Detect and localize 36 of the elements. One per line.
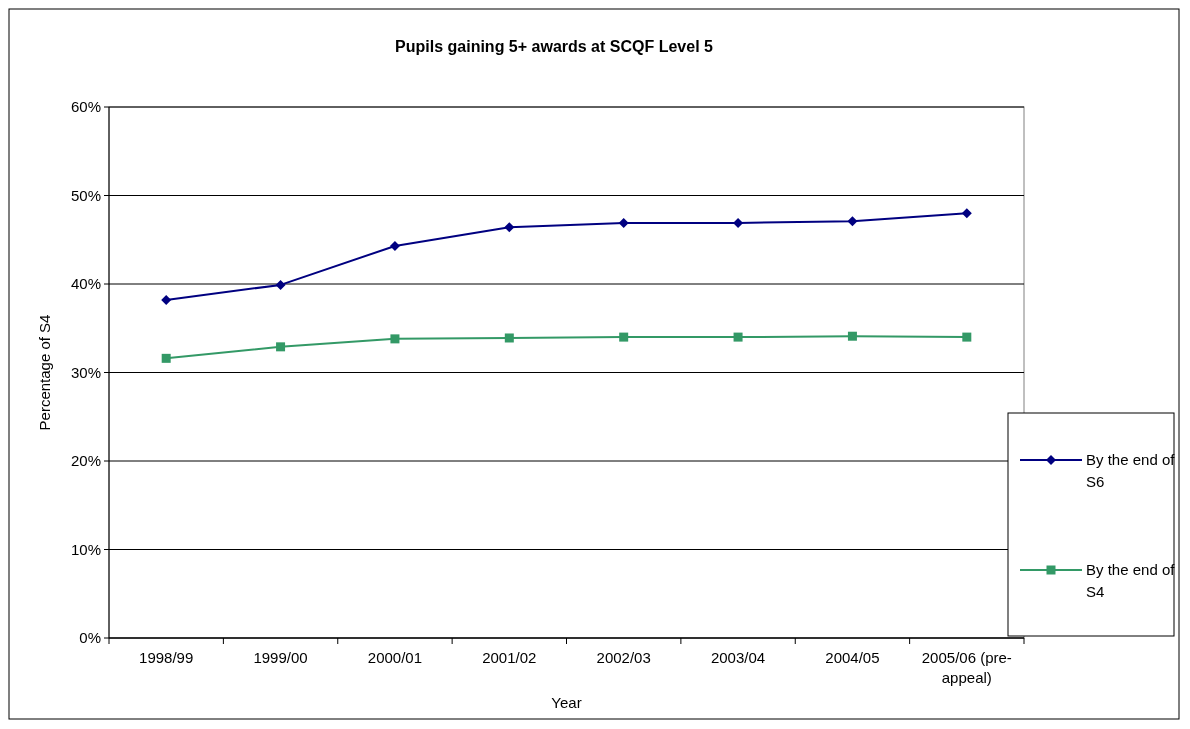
- legend-label: By the end of S4: [1086, 561, 1176, 601]
- x-tick-label: 2003/04: [710, 649, 766, 666]
- x-tick-label: 2000/01: [367, 649, 423, 666]
- point: [275, 279, 286, 290]
- chart-title: Pupils gaining 5+ awards at SCQF Level 5: [395, 38, 714, 55]
- point: [961, 208, 972, 219]
- point: [390, 334, 400, 344]
- x-tick-label: 1998/99: [139, 649, 194, 666]
- point: [389, 240, 400, 251]
- x-tick-label: 1999/00: [253, 649, 308, 666]
- point: [847, 331, 857, 341]
- y-tick-label: 50%: [70, 186, 101, 204]
- point: [733, 332, 743, 342]
- point: [618, 217, 629, 228]
- y-tick-label: 0%: [79, 629, 101, 647]
- y-tick-label: 30%: [70, 363, 101, 381]
- y-tick-label: 20%: [70, 452, 101, 470]
- point: [161, 353, 171, 363]
- y-tick-label: 60%: [70, 98, 101, 116]
- point: [276, 342, 286, 352]
- point: [847, 216, 858, 227]
- x-tick-label: 2001/02: [482, 649, 537, 666]
- point: [962, 332, 972, 342]
- legend-label: By the end of S6: [1086, 451, 1176, 491]
- x-tick-label: 2005/06 (pre-appeal): [921, 649, 1012, 686]
- x-axis-title: Year: [551, 694, 582, 711]
- point: [733, 217, 744, 228]
- y-axis-title: Percentage of S4: [36, 314, 53, 431]
- point: [619, 332, 629, 342]
- y-tick-label: 10%: [70, 540, 101, 558]
- point: [504, 333, 514, 343]
- y-tick-label: 40%: [70, 275, 101, 293]
- x-tick-label: 2002/03: [596, 649, 651, 666]
- point: [161, 294, 172, 305]
- x-tick-label: 2004/05: [825, 649, 880, 666]
- point: [504, 222, 515, 233]
